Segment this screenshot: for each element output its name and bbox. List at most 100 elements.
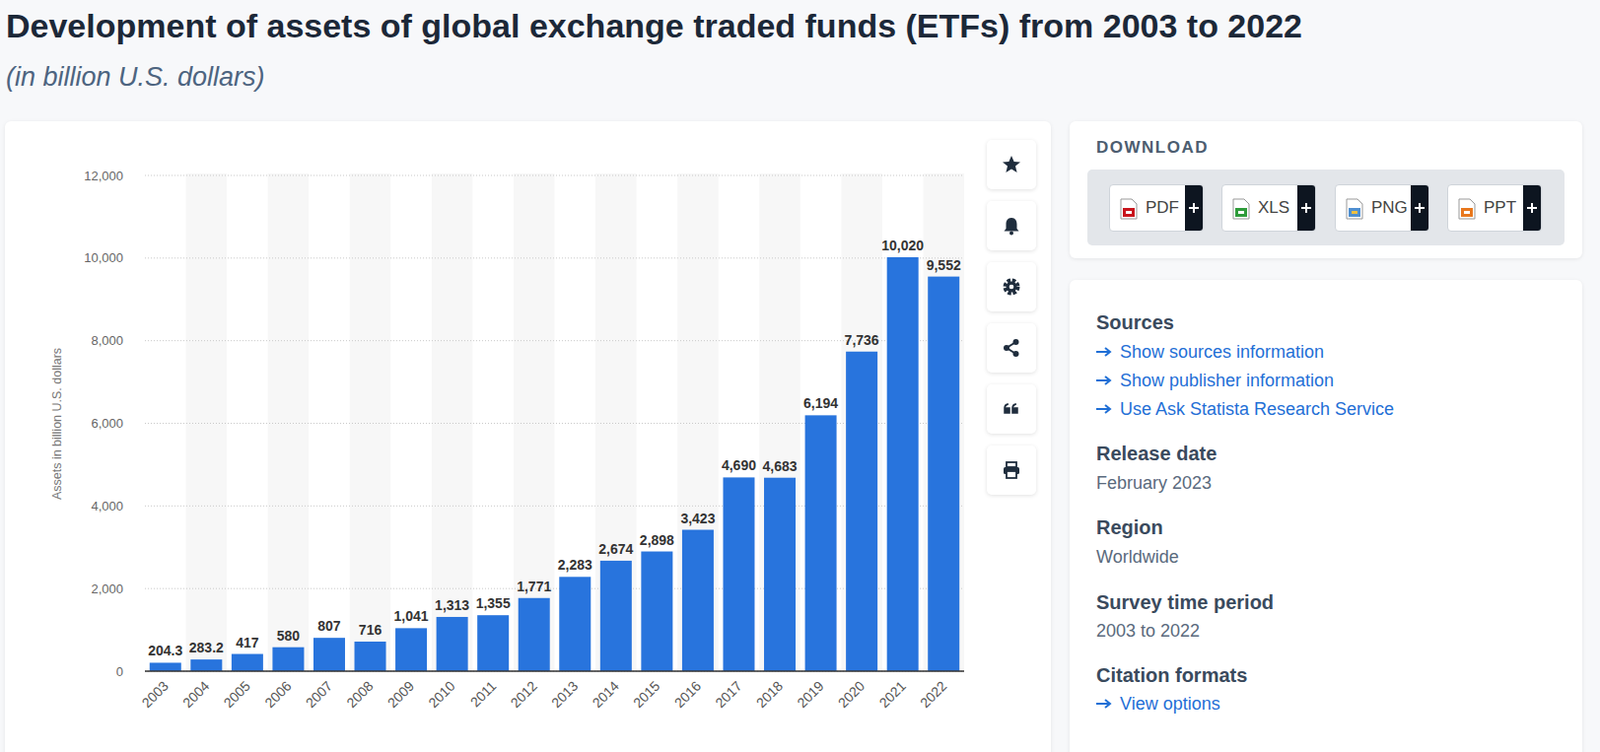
download-title: DOWNLOAD	[1096, 137, 1209, 159]
cite-button[interactable]	[986, 384, 1037, 434]
file-icon	[1351, 210, 1358, 214]
notification-button[interactable]	[986, 201, 1037, 251]
plus-icon	[1414, 203, 1425, 213]
print-icon	[1006, 471, 1017, 479]
download-button[interactable]: PNG	[1334, 184, 1430, 232]
info-value: Worldwide	[1096, 546, 1180, 568]
file-icon	[1119, 198, 1138, 220]
x-tick-label: 2017	[711, 678, 745, 711]
grid-line	[144, 671, 965, 673]
x-tick-label: 2010	[424, 678, 458, 711]
arrow-icon	[1096, 374, 1113, 387]
icon	[1001, 338, 1022, 358]
link-text[interactable]: Use Ask Statista Research Service	[1119, 398, 1394, 420]
data-label: 4,683	[763, 458, 798, 475]
download-plus	[1410, 185, 1429, 232]
arrow-icon	[1096, 408, 1110, 411]
favorite-button[interactable]	[986, 139, 1037, 190]
x-tick-label: 2006	[261, 678, 294, 711]
bar	[477, 615, 509, 672]
bar	[682, 530, 714, 672]
download-button[interactable]: PDF	[1109, 184, 1204, 232]
download-button[interactable]: XLS	[1221, 184, 1317, 232]
grid-line	[144, 257, 965, 259]
plus-icon	[1527, 207, 1537, 209]
file-icon	[1122, 208, 1135, 217]
download-plus	[1297, 185, 1316, 232]
share-icon	[1003, 345, 1010, 351]
column-stripe	[840, 173, 883, 672]
gear-icon	[1005, 280, 1019, 294]
x-tick-label: 2013	[548, 678, 581, 711]
x-tick-label: 2014	[589, 678, 623, 711]
share-button[interactable]	[986, 323, 1037, 373]
file-icon	[1125, 210, 1132, 214]
bell-icon	[1004, 217, 1020, 232]
y-axis-label: Assets in billion U.S. dollars	[50, 347, 65, 500]
settings-button[interactable]	[986, 262, 1037, 312]
info-value: 2003 to 2022	[1096, 620, 1200, 642]
column-stripe	[349, 173, 392, 672]
x-tick-label: 2007	[302, 678, 336, 711]
info-link[interactable]: Use Ask Statista Research Service	[1096, 398, 1531, 420]
x-tick-label: 2021	[875, 678, 908, 711]
column-stripe	[513, 173, 556, 672]
gear-icon	[1006, 281, 1018, 293]
info-heading: Citation formats	[1096, 664, 1248, 687]
x-tick-label: 2003	[139, 678, 172, 711]
file-icon	[1120, 199, 1137, 219]
data-label: 807	[317, 618, 342, 634]
plus-icon	[1301, 203, 1312, 213]
data-label: 4,690	[721, 457, 757, 474]
arrow-icon	[1096, 702, 1110, 705]
column-stripe	[922, 173, 965, 672]
y-tick-label: 2,000	[90, 581, 124, 597]
info-heading: Survey time period	[1096, 591, 1274, 614]
data-label: 1,771	[516, 578, 552, 595]
download-label: XLS	[1257, 198, 1290, 218]
data-label: 1,313	[434, 597, 470, 614]
data-label: 10,020	[881, 237, 924, 254]
print-button[interactable]	[986, 445, 1037, 495]
info-heading: Sources	[1096, 311, 1175, 334]
x-axis-line	[144, 670, 965, 673]
download-button[interactable]: PPT	[1447, 184, 1542, 232]
title: Development of assets of global exchange…	[5, 5, 1303, 46]
info-link[interactable]: Show sources information	[1096, 341, 1531, 363]
bar	[354, 641, 387, 672]
info-link[interactable]: Show publisher information	[1096, 369, 1531, 392]
link-text[interactable]: View options	[1119, 693, 1221, 715]
x-tick-label: 2008	[343, 678, 376, 711]
link-text[interactable]: Show sources information	[1119, 341, 1324, 363]
info-link[interactable]: View options	[1096, 693, 1531, 715]
grid-line	[144, 422, 965, 424]
subtitle: (in billion U.S. dollars)	[5, 61, 266, 93]
data-label: 1,041	[394, 608, 429, 625]
column-stripe	[595, 173, 637, 672]
icon	[1001, 460, 1022, 481]
info-heading: Region	[1096, 516, 1164, 539]
y-tick-label: 0	[116, 664, 124, 680]
file-icon	[1346, 199, 1363, 219]
data-label: 9,552	[926, 257, 962, 274]
arrow-icon	[1096, 350, 1110, 353]
y-tick-label: 8,000	[90, 333, 124, 348]
arrow-icon	[1096, 346, 1113, 358]
x-tick-label: 2016	[671, 678, 704, 711]
star-icon	[1002, 155, 1021, 173]
info-value: February 2023	[1096, 472, 1212, 494]
bar	[149, 662, 182, 672]
file-icon	[1233, 199, 1250, 219]
data-label: 283.2	[189, 639, 224, 656]
link-text[interactable]: Show publisher information	[1119, 369, 1334, 392]
bar	[764, 478, 796, 672]
x-tick-label: 2015	[629, 678, 663, 711]
x-tick-label: 2012	[507, 678, 541, 711]
bar	[190, 659, 222, 672]
download-label: PPT	[1483, 198, 1517, 218]
bar	[887, 257, 919, 672]
file-icon	[1460, 208, 1473, 217]
share-icon	[1013, 350, 1020, 357]
download-card: DOWNLOAD PDF XLS PNG PPT	[1069, 121, 1583, 259]
data-label: 2,283	[557, 556, 593, 573]
